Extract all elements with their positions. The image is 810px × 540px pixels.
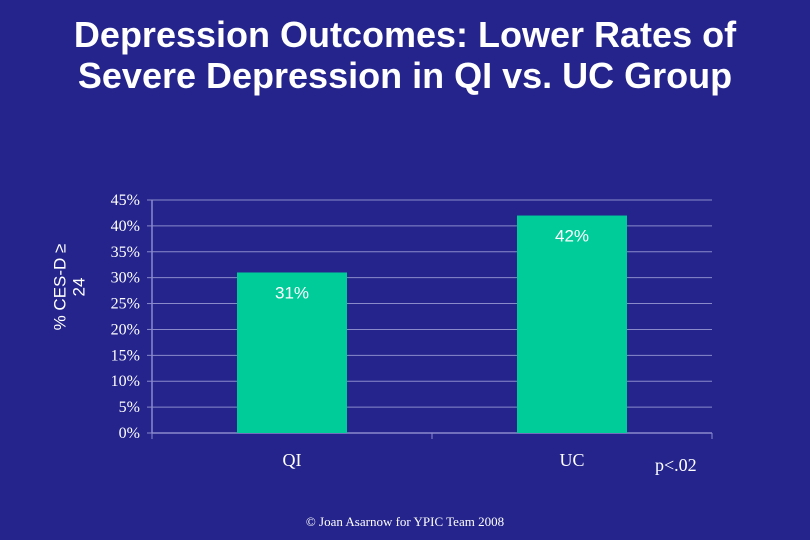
x-tick-label: QI bbox=[283, 450, 302, 470]
y-tick-label: 5% bbox=[119, 399, 140, 416]
data-label: 42% bbox=[555, 227, 589, 246]
bar-uc bbox=[517, 215, 627, 433]
y-tick-label: 20% bbox=[111, 321, 140, 338]
y-tick-label: 25% bbox=[111, 296, 140, 313]
y-tick-label: 0% bbox=[119, 425, 140, 442]
y-tick-label: 40% bbox=[111, 218, 140, 235]
data-label: 31% bbox=[275, 283, 309, 302]
slide-title: Depression Outcomes: Lower Rates of Seve… bbox=[73, 14, 737, 97]
copyright-footer: © Joan Asarnow for YPIC Team 2008 bbox=[305, 514, 505, 529]
y-tick-label: 10% bbox=[111, 373, 140, 390]
p-value-note: p<.02 bbox=[655, 455, 697, 475]
y-tick-label: 35% bbox=[111, 244, 140, 261]
x-tick-label: UC bbox=[559, 450, 584, 470]
y-tick-label: 45% bbox=[111, 192, 140, 209]
y-tick-label: 30% bbox=[111, 270, 140, 287]
y-tick-label: 15% bbox=[111, 347, 140, 364]
bar-qi bbox=[237, 272, 347, 433]
